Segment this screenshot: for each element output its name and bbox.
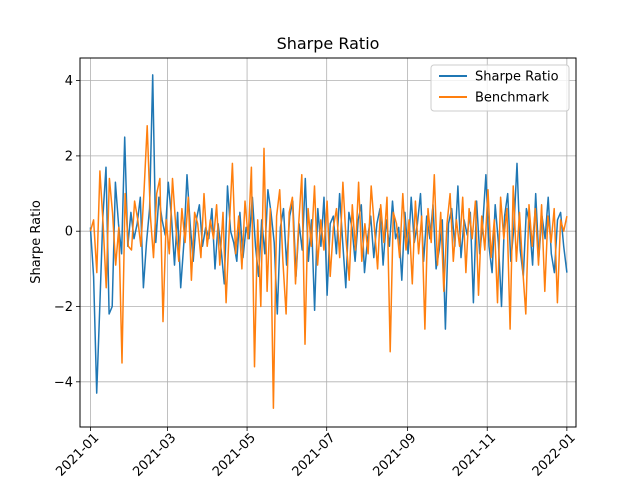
y-tick-label: 2: [65, 149, 73, 164]
y-axis-label: Sharpe Ratio: [29, 200, 44, 284]
axes-frame: [79, 57, 577, 428]
y-tick-label: 0: [65, 225, 73, 240]
legend-label: Benchmark: [475, 91, 550, 106]
plot-area: [89, 74, 568, 409]
y-tick-label: −2: [54, 300, 73, 315]
legend-label: Sharpe Ratio: [475, 70, 559, 85]
y-axis-ticks: −4 −2 0 2 4: [54, 74, 80, 390]
legend: Sharpe Ratio Benchmark: [430, 64, 570, 112]
y-tick-label: 4: [65, 74, 73, 89]
series-line-benchmark: [89, 125, 568, 409]
series-lines: [89, 74, 568, 409]
y-tick-label: −4: [54, 375, 73, 390]
chart-title: Sharpe Ratio: [277, 34, 380, 53]
